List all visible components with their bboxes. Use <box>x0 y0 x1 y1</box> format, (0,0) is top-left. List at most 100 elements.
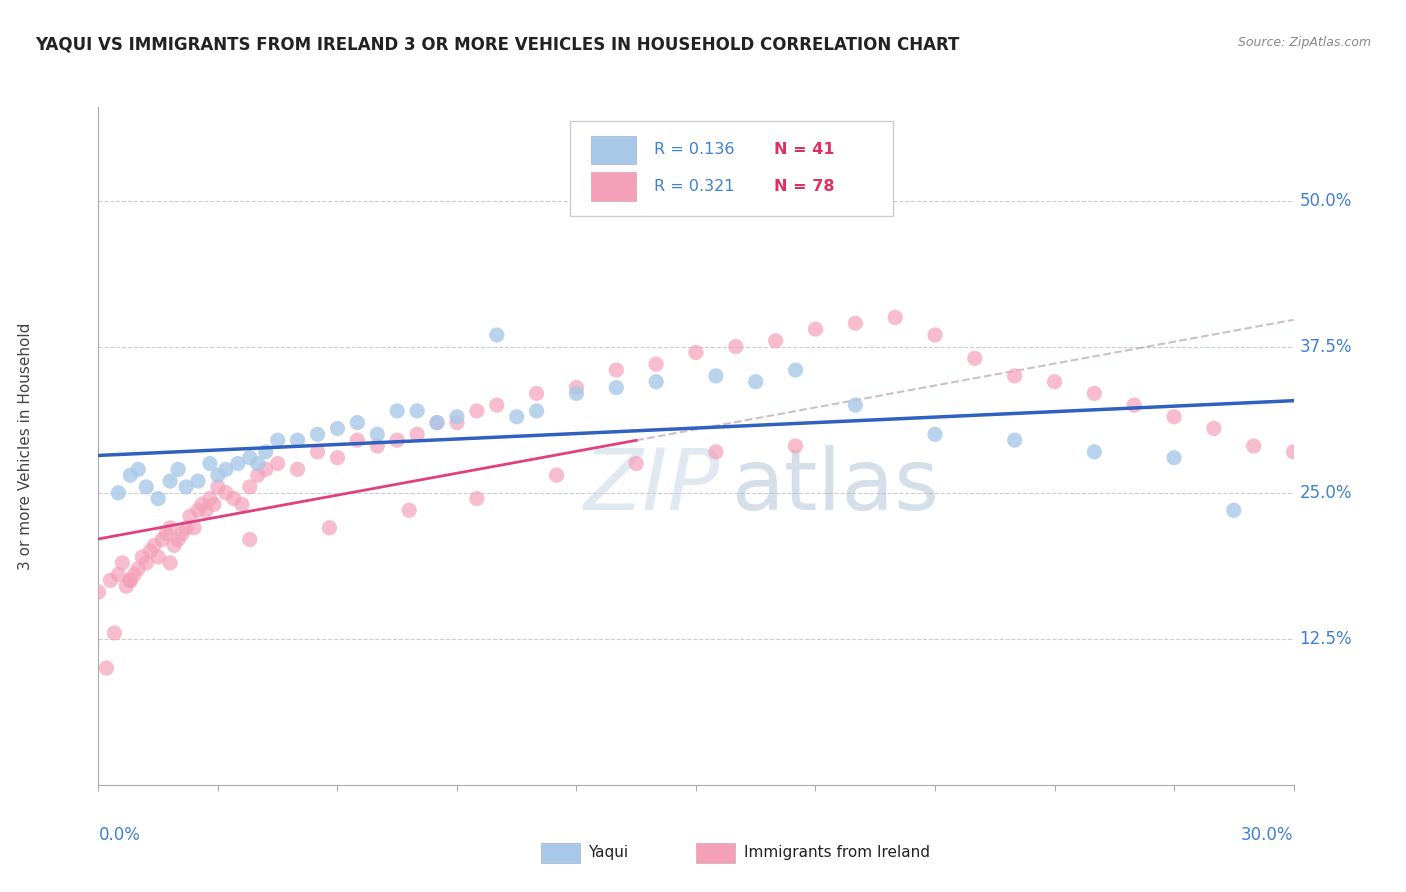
Point <box>426 416 449 430</box>
Point <box>645 375 668 389</box>
Point <box>215 462 238 476</box>
Point <box>231 498 253 512</box>
Point <box>287 462 309 476</box>
Text: 30.0%: 30.0% <box>1241 826 1294 844</box>
Point <box>103 626 125 640</box>
Point <box>465 404 488 418</box>
Point <box>605 363 627 377</box>
Point <box>366 439 388 453</box>
Point <box>246 457 269 471</box>
Point <box>159 521 181 535</box>
Point <box>1202 421 1225 435</box>
Point <box>704 368 727 383</box>
Point <box>704 445 727 459</box>
Point <box>87 585 110 599</box>
Text: 3 or more Vehicles in Household: 3 or more Vehicles in Household <box>18 322 32 570</box>
Point <box>215 485 238 500</box>
Point <box>804 322 827 336</box>
Point <box>385 404 409 418</box>
Point <box>326 450 349 465</box>
Point <box>222 491 245 506</box>
Point <box>724 340 747 354</box>
Point <box>254 462 277 476</box>
Point <box>174 480 197 494</box>
Point <box>485 328 508 343</box>
Point <box>195 503 218 517</box>
Point <box>179 509 201 524</box>
FancyBboxPatch shape <box>571 120 893 216</box>
Point <box>150 533 173 547</box>
Point <box>446 416 468 430</box>
Point <box>506 409 529 424</box>
Text: Immigrants from Ireland: Immigrants from Ireland <box>744 846 929 860</box>
Point <box>254 445 277 459</box>
Text: 25.0%: 25.0% <box>1299 483 1353 502</box>
Point <box>485 398 508 412</box>
Point <box>163 538 186 552</box>
Point <box>1123 398 1146 412</box>
Point <box>198 457 221 471</box>
Point <box>605 380 627 394</box>
Text: 37.5%: 37.5% <box>1299 338 1353 356</box>
Text: N = 41: N = 41 <box>773 142 834 157</box>
Point <box>135 556 157 570</box>
Point <box>107 567 129 582</box>
Bar <box>591 172 637 201</box>
Point <box>131 549 153 564</box>
Text: ZIP: ZIP <box>583 445 720 528</box>
Point <box>745 375 768 389</box>
Point <box>111 556 134 570</box>
Point <box>187 503 209 517</box>
Point <box>159 556 181 570</box>
Text: 12.5%: 12.5% <box>1299 630 1353 648</box>
Point <box>187 474 209 488</box>
Point <box>124 567 146 582</box>
Point <box>963 351 986 366</box>
Point <box>785 439 807 453</box>
Bar <box>696 843 735 863</box>
Point <box>172 526 194 541</box>
Point <box>346 416 368 430</box>
Point <box>239 480 262 494</box>
Point <box>159 474 181 488</box>
Point <box>207 468 229 483</box>
Point <box>1083 386 1105 401</box>
Point <box>198 491 221 506</box>
Point <box>202 498 225 512</box>
Point <box>167 462 190 476</box>
Point <box>96 661 118 675</box>
Point <box>167 533 190 547</box>
Point <box>785 363 807 377</box>
Bar <box>591 136 637 164</box>
Point <box>267 433 290 447</box>
Point <box>844 398 866 412</box>
Point <box>406 404 429 418</box>
Point <box>267 457 290 471</box>
Point <box>139 544 162 558</box>
Point <box>155 526 177 541</box>
Point <box>120 468 142 483</box>
Text: Source: ZipAtlas.com: Source: ZipAtlas.com <box>1237 36 1371 49</box>
Text: 0.0%: 0.0% <box>98 826 141 844</box>
Point <box>1163 450 1185 465</box>
Point <box>366 427 388 442</box>
Point <box>765 334 787 348</box>
Point <box>446 409 468 424</box>
Point <box>426 416 449 430</box>
Text: N = 78: N = 78 <box>773 179 834 194</box>
Point <box>385 433 409 447</box>
Point <box>346 433 368 447</box>
Point <box>685 345 707 359</box>
Point <box>226 457 249 471</box>
Point <box>135 480 157 494</box>
Point <box>318 521 340 535</box>
Point <box>148 549 170 564</box>
Point <box>1083 445 1105 459</box>
Point <box>924 427 946 442</box>
Text: YAQUI VS IMMIGRANTS FROM IRELAND 3 OR MORE VEHICLES IN HOUSEHOLD CORRELATION CHA: YAQUI VS IMMIGRANTS FROM IRELAND 3 OR MO… <box>35 36 959 54</box>
Text: 50.0%: 50.0% <box>1299 192 1353 210</box>
Point <box>120 574 142 588</box>
Point <box>1004 433 1026 447</box>
Point <box>239 533 262 547</box>
Text: R = 0.136: R = 0.136 <box>654 142 735 157</box>
